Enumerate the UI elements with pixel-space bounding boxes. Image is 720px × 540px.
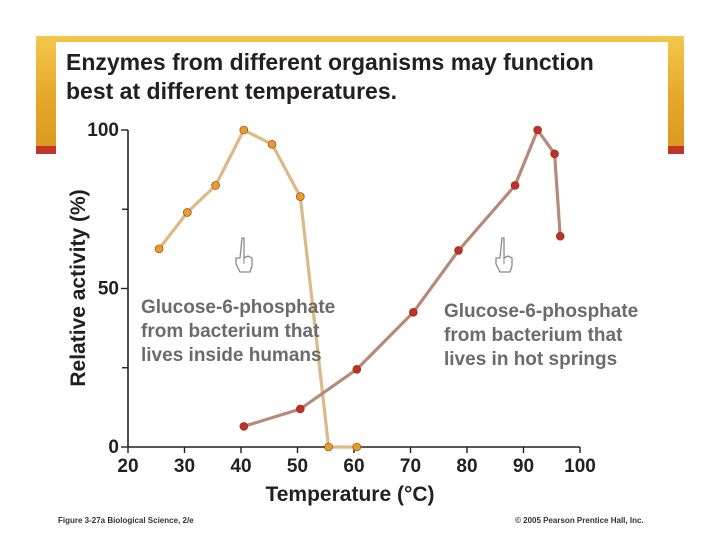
hotspring-label-line-1: Glucose-6-phosphate	[444, 301, 638, 322]
ticks	[121, 129, 581, 453]
x-tick-label-30: 30	[174, 456, 195, 477]
slide-title-line-2: best at different temperatures.	[66, 78, 398, 104]
pointing-hand-icon	[235, 237, 253, 273]
hotspring-point-2	[352, 365, 362, 374]
x-tick-label-100: 100	[564, 456, 596, 477]
human-series-annotation: Glucose-6-phosphate from bacterium that …	[141, 237, 335, 366]
slide-panel	[56, 42, 668, 510]
hotspring-point-5	[510, 181, 520, 190]
figure-caption: Figure 3-27a Biological Science, 2/e	[58, 516, 194, 525]
x-tick-label-90: 90	[513, 456, 534, 477]
human-label-line-1: Glucose-6-phosphate	[141, 297, 335, 318]
series-lines	[157, 128, 562, 449]
x-tick-label-80: 80	[456, 456, 477, 477]
hotspring-point-4	[454, 246, 463, 255]
y-tick-label-0: 0	[108, 437, 119, 458]
hotspring-point-3	[409, 307, 418, 317]
x-axis-title: Temperature (°C)	[265, 483, 434, 506]
slide-title-line-1: Enzymes from different organisms may fun…	[66, 49, 594, 75]
x-tick-label-60: 60	[343, 456, 364, 477]
y-tick-label-50: 50	[98, 279, 119, 300]
x-tick-label-50: 50	[287, 456, 308, 477]
human-point-5	[296, 192, 305, 201]
y-tick-label-100: 100	[87, 120, 119, 141]
human-point-1	[183, 208, 192, 217]
accent-stripe-left	[36, 146, 66, 154]
hotspring-label-line-3: lives in hot springs	[444, 349, 617, 370]
hotspring-point-0	[239, 422, 249, 431]
hotspring-point-1	[296, 404, 305, 414]
human-series-line	[157, 128, 357, 449]
hotspring-series-annotation: Glucose-6-phosphate from bacterium that …	[444, 237, 638, 370]
y-axis-title: Relative activity (%)	[67, 189, 90, 386]
human-label-line-2: from bacterium that	[141, 321, 320, 342]
x-tick-label-70: 70	[400, 456, 421, 477]
hotspring-point-7	[550, 149, 559, 159]
human-label-line-3: lives inside humans	[141, 345, 322, 366]
human-point-0	[154, 244, 164, 254]
copyright-notice: © 2005 Pearson Prentice Hall, Inc.	[515, 516, 644, 525]
human-point-6	[324, 442, 333, 452]
axes	[127, 130, 580, 448]
slide-title: Enzymes from different organisms may fun…	[66, 48, 666, 106]
pointing-hand-icon	[495, 237, 513, 273]
human-point-3	[239, 125, 249, 135]
series-points	[154, 125, 565, 452]
hotspring-point-8	[555, 231, 565, 241]
hotspring-label-line-2: from bacterium that	[444, 325, 623, 346]
hotspring-point-6	[533, 125, 542, 135]
human-point-7	[352, 442, 362, 452]
tick-labels: 20 30 40 50 60 70 80 90 100 0 50 100	[87, 120, 596, 477]
accent-stripe-right	[668, 146, 684, 154]
x-tick-label-20: 20	[117, 456, 138, 477]
hotspring-series-line	[243, 128, 562, 428]
human-point-2	[211, 181, 220, 190]
x-tick-label-40: 40	[230, 456, 251, 477]
human-point-4	[267, 139, 277, 149]
